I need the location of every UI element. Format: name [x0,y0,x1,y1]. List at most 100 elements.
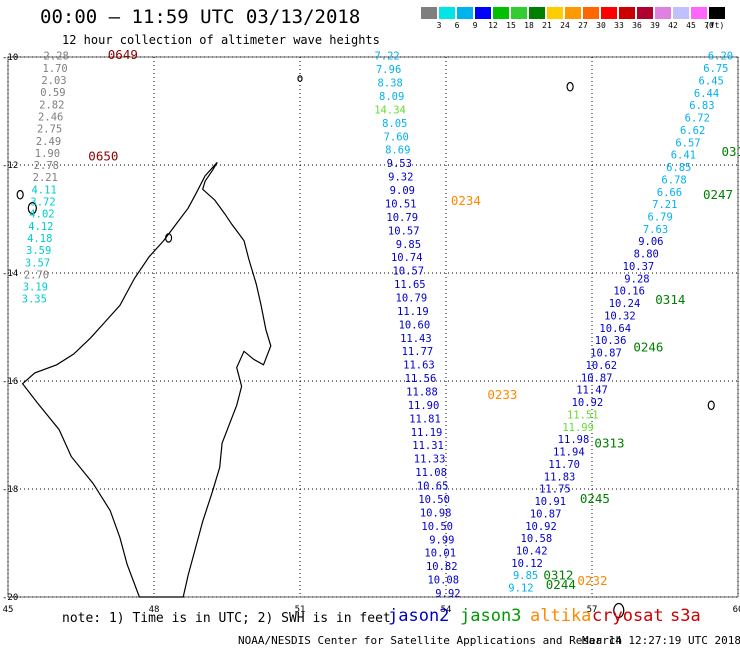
comoros-island [16,189,24,200]
axis-labels: 45 48 51 54 57 60 -10 -12 -14 -16 -18 -20 [2,53,740,615]
center-track-value: 11.56 [405,373,437,385]
pass-time-label: 0313 [594,435,624,450]
east-track-value: 9.06 [638,236,663,248]
west-track-value: 2.28 [44,51,69,63]
scale-swatch [493,7,509,19]
mauritius-island [613,602,625,619]
pass-time-label: 0246 [633,339,663,354]
scale-tick-label: 21 [542,21,552,30]
center-track-value: 11.19 [411,427,443,439]
east-track-value: 10.92 [525,521,557,533]
west-track-value: 3.19 [23,282,48,294]
center-track-value: 11.19 [397,306,429,318]
center-track-value: 10.74 [391,252,423,264]
center-track-value: 11.65 [394,279,426,291]
east-track-value: 9.28 [624,273,649,285]
pass-time-label: 0233 [487,387,517,402]
agalega-island [566,81,574,92]
west-track-value: 2.03 [41,75,66,87]
center-track-value: 10.98 [420,507,452,519]
east-track-value: 7.63 [643,224,668,236]
scale-swatch [547,7,563,19]
legend-altika: altika [530,606,592,626]
east-track-value: 10.42 [516,545,548,557]
west-track-value: 4.02 [29,209,54,221]
scale-swatch [511,7,527,19]
scale-tick-label: 39 [650,21,660,30]
east-track-value: 6.57 [675,137,700,149]
time-labels: 0649 0650 0234 0233 0232 0315 0247 0314 0246 0313… [88,47,740,592]
scale-tick-label: 3 [436,21,442,30]
east-track-value: 7.21 [652,199,677,211]
credit-line: NOAA/NESDIS Center for Satellite Applica… [238,634,623,647]
east-track-value: 10.36 [595,335,627,347]
scale-unit: (ft) [705,21,725,30]
legend-jason3: jason3 [460,606,522,626]
east-track-value: 6.62 [680,125,705,137]
east-track-value: 10.32 [604,310,636,322]
scale-swatch [637,7,653,19]
center-track-value: 10.57 [392,266,424,278]
lon-tick-label: 57 [587,605,598,615]
west-track-value: 3.57 [25,257,50,269]
map-frame [7,56,739,598]
scale-tick-label: 24 [560,21,570,30]
east-track-value: 11.83 [544,471,576,483]
east-track-value: 6.83 [689,100,714,112]
center-track-value: 10.01 [424,548,456,560]
east-track-value: 6.78 [661,174,686,186]
lon-tick-label: 60 [733,605,740,615]
scale-swatch [709,7,725,19]
center-track-value: 10.79 [396,292,428,304]
scale-tick-label: 36 [632,21,642,30]
scale-swatch [475,7,491,19]
lat-tick-label: -16 [2,377,18,387]
east-track-value: 6.41 [671,150,696,162]
center-track-value: 9.09 [390,185,415,197]
lat-tick-label: -18 [2,485,18,495]
cargados-island [707,400,715,411]
center-track-value: 8.09 [379,91,404,103]
lat-lon-grid [7,56,739,598]
east-track-value: 8.80 [634,249,659,261]
east-track-value: 6.75 [703,63,728,75]
center-track-value: 7.22 [374,51,399,63]
east-track-value: 6.45 [699,75,724,87]
east-track-value: 9.12 [508,583,533,595]
east-track-value: 10.87 [590,348,622,360]
center-track-value: 8.69 [385,145,410,157]
scale-swatch [565,7,581,19]
pass-time-label: 0244 [546,577,576,592]
center-track-value: 9.92 [435,588,460,600]
scale-tick-label: 9 [472,21,478,30]
east-track-value: 6.72 [685,113,710,125]
east-track-value: 10.12 [511,558,543,570]
west-track-value: 3.59 [26,245,51,257]
madagascar-coastline [21,161,272,598]
east-track-value: 10.87 [530,508,562,520]
center-track-value: 11.77 [402,346,434,358]
east-track-value: 10.37 [623,261,655,273]
legend-cryosat: cryosat [592,606,664,626]
center-track-value: 10.65 [417,481,449,493]
pass-time-label: 0312 [543,568,573,583]
west-track-value: 1.70 [42,63,67,75]
legend-s3a: s3a [670,606,701,626]
center-track-value: 11.43 [400,333,432,345]
east-track-value: 11.99 [562,422,594,434]
east-track-value: 10.87 [581,372,613,384]
legend-jason2: jason2 [388,606,450,626]
center-track-value: 14.34 [374,104,406,116]
scale-swatch [529,7,545,19]
pass-time-label: 0650 [88,149,118,164]
coastline [16,75,715,619]
lat-tick-label: -12 [2,161,18,171]
scale-tick-label: 27 [578,21,588,30]
center-track-value: 11.08 [415,467,447,479]
center-track-value: 9.85 [396,239,421,251]
east-track-value: 10.91 [534,496,566,508]
center-track-value: 10.51 [385,198,417,210]
east-track-value: 11.75 [539,484,571,496]
east-track-value: 10.24 [609,298,641,310]
center-track-value: 11.63 [403,360,435,372]
